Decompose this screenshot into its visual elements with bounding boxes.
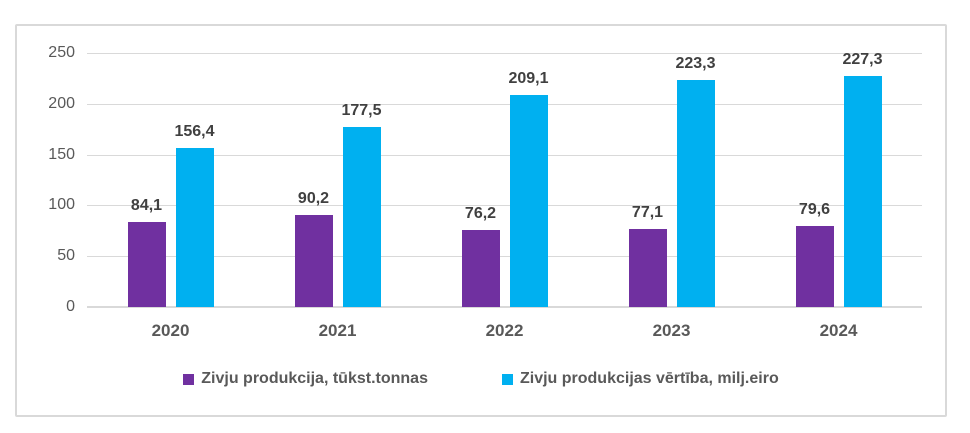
x-tick-label-2020: 2020 bbox=[151, 321, 190, 340]
bar-series-2-2024 bbox=[843, 76, 882, 307]
data-label: 227,3 bbox=[842, 51, 883, 69]
chart-container: 0 50 100 150 200 250 84,1 156,4 90,2 177,5 76,2 20… bbox=[15, 24, 947, 417]
y-tick-label: 200 bbox=[48, 94, 75, 112]
y-tick-label: 150 bbox=[48, 145, 75, 163]
x-tick-label-2021: 2021 bbox=[318, 321, 357, 340]
data-label: 84,1 bbox=[130, 196, 163, 214]
x-axis-line bbox=[87, 306, 922, 308]
data-label: 90,2 bbox=[297, 190, 330, 208]
bar-series-2-2022 bbox=[509, 94, 548, 307]
bar-series-2-2020 bbox=[175, 148, 214, 307]
y-axis: 0 50 100 150 200 250 bbox=[17, 44, 75, 315]
y-tick-label: 250 bbox=[48, 44, 75, 61]
legend: Zivju produkcija, tūkst.tonnas Zivju prod… bbox=[17, 370, 945, 388]
x-tick-label-2024: 2024 bbox=[819, 321, 858, 340]
x-tick-label-2022: 2022 bbox=[485, 321, 524, 340]
gridline bbox=[87, 205, 922, 207]
legend-label: Zivju produkcijas vērtība, milj.eiro bbox=[519, 370, 779, 387]
legend-item-1: Zivju produkcija, tūkst.tonnas bbox=[183, 370, 428, 388]
gridline bbox=[87, 256, 922, 258]
data-label: 77,1 bbox=[631, 203, 664, 221]
gridline bbox=[87, 53, 922, 54]
y-tick-label: 0 bbox=[66, 298, 75, 315]
plot-area: 84,1 156,4 90,2 177,5 76,2 209,1 77,1 223,3 79,6… bbox=[87, 51, 922, 308]
data-label: 79,6 bbox=[798, 201, 831, 219]
bar-series-2-2023 bbox=[676, 80, 715, 307]
bar-series-1-2022 bbox=[461, 229, 500, 307]
bar-series-1-2021 bbox=[294, 215, 333, 307]
bar-series-1-2020 bbox=[127, 221, 166, 307]
data-label: 156,4 bbox=[174, 123, 215, 141]
gridline bbox=[87, 103, 922, 105]
legend-swatch-icon bbox=[501, 373, 513, 385]
legend-label: Zivju produkcija, tūkst.tonnas bbox=[201, 370, 428, 387]
y-tick-label: 100 bbox=[48, 196, 75, 214]
bar-series-1-2023 bbox=[628, 228, 667, 307]
data-label: 76,2 bbox=[464, 204, 497, 222]
bar-series-1-2024 bbox=[795, 226, 834, 307]
y-tick-label: 50 bbox=[57, 247, 75, 265]
legend-item-2: Zivju produkcijas vērtība, milj.eiro bbox=[501, 370, 779, 388]
bar-series-2-2021 bbox=[342, 126, 381, 307]
x-axis: 2020 2021 2022 2023 2024 bbox=[87, 321, 922, 345]
gridline bbox=[87, 154, 922, 156]
x-tick-label-2023: 2023 bbox=[652, 321, 691, 340]
data-label: 177,5 bbox=[341, 101, 382, 119]
data-label: 223,3 bbox=[675, 55, 716, 73]
legend-swatch-icon bbox=[183, 373, 195, 385]
data-label: 209,1 bbox=[508, 69, 549, 87]
